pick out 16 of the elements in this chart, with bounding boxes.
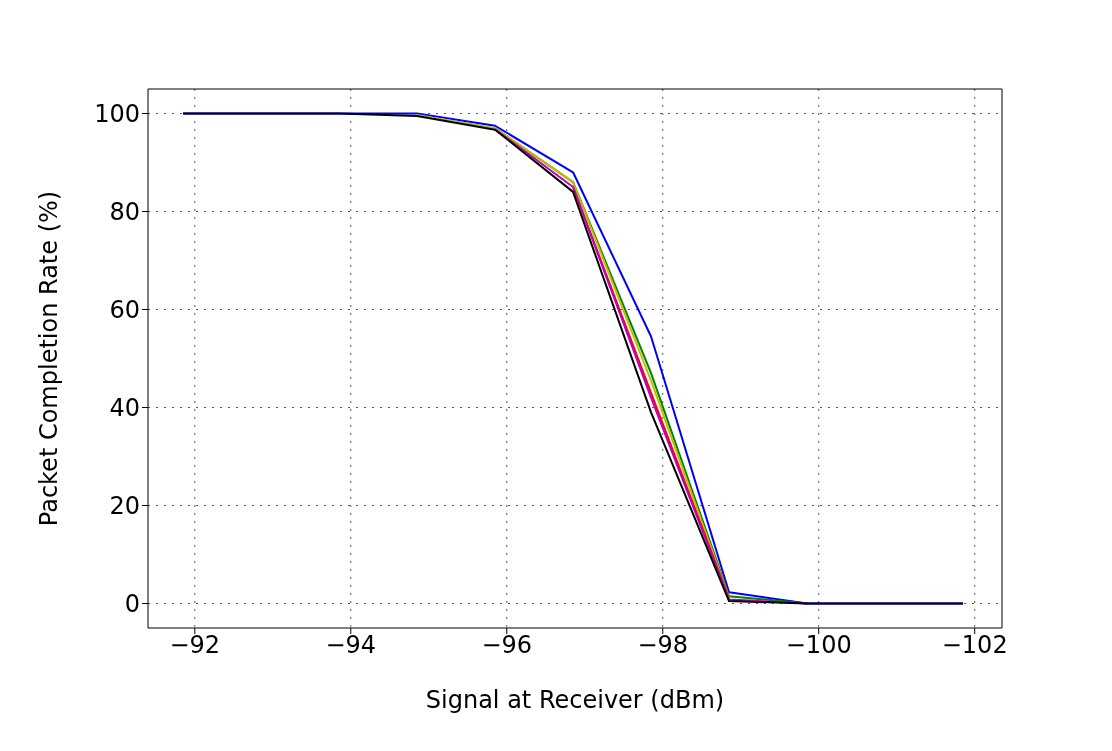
line-series	[416, 113, 731, 599]
x-tick-label: −92	[169, 631, 221, 660]
x-tick-label: −96	[481, 631, 533, 660]
x-tick-label: −102	[941, 631, 1008, 660]
line-series	[182, 112, 965, 605]
y-axis-title: Packet Completion Rate (%)	[34, 190, 63, 527]
x-axis-title: Signal at Receiver (dBm)	[425, 686, 725, 714]
y-tick-label: 100	[94, 100, 140, 129]
x-tick-label: −98	[637, 631, 689, 660]
y-tick-label: 40	[109, 394, 140, 423]
y-tick-label: 20	[109, 492, 140, 521]
y-tick-label: 0	[124, 590, 140, 619]
x-tick-label: −100	[785, 631, 852, 660]
x-tick-label: −94	[325, 631, 377, 660]
y-tick-label: 60	[109, 296, 140, 325]
y-tick-label: 80	[109, 198, 140, 227]
